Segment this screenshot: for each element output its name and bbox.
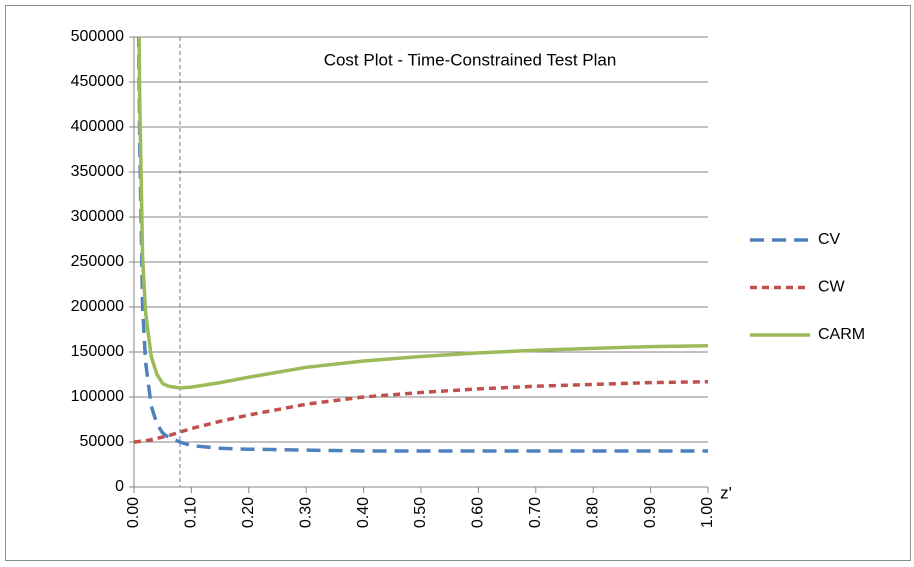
y-tick-label: 150000 (71, 343, 124, 360)
x-tick-label: 0.60 (470, 497, 487, 528)
x-tick-label: 0.50 (412, 497, 429, 528)
y-tick-label: 200000 (71, 298, 124, 315)
x-tick-label: 0.70 (527, 497, 544, 528)
legend-label: CW (818, 279, 846, 296)
y-tick-label: 0 (115, 478, 124, 495)
chart-border (5, 5, 911, 561)
y-tick-label: 100000 (71, 388, 124, 405)
chart-title: Cost Plot - Time-Constrained Test Plan (324, 50, 617, 69)
y-tick-label: 400000 (71, 118, 124, 135)
y-tick-label: 350000 (71, 163, 124, 180)
series-line (134, 379, 708, 444)
y-tick-label: 450000 (71, 73, 124, 90)
x-tick-label: 1.00 (699, 497, 716, 528)
y-tick-label: 500000 (71, 28, 124, 45)
series-line (136, 37, 708, 453)
series-line (137, 37, 708, 390)
plot-area (134, 37, 708, 453)
x-tick-label: 0.80 (584, 497, 601, 528)
x-tick-label: 0.30 (297, 497, 314, 528)
x-tick-label: 0.90 (642, 497, 659, 528)
x-tick-label: 0.20 (240, 497, 257, 528)
x-tick-label: 0.40 (355, 497, 372, 528)
x-tick-label: 0.10 (183, 497, 200, 528)
x-axis-label: z' (720, 483, 732, 502)
legend-label: CARM (818, 326, 865, 343)
y-tick-label: 300000 (71, 208, 124, 225)
x-tick-label: 0.00 (125, 497, 142, 528)
legend-label: CV (818, 231, 841, 248)
y-tick-label: 250000 (71, 253, 124, 270)
y-tick-label: 50000 (80, 433, 125, 450)
